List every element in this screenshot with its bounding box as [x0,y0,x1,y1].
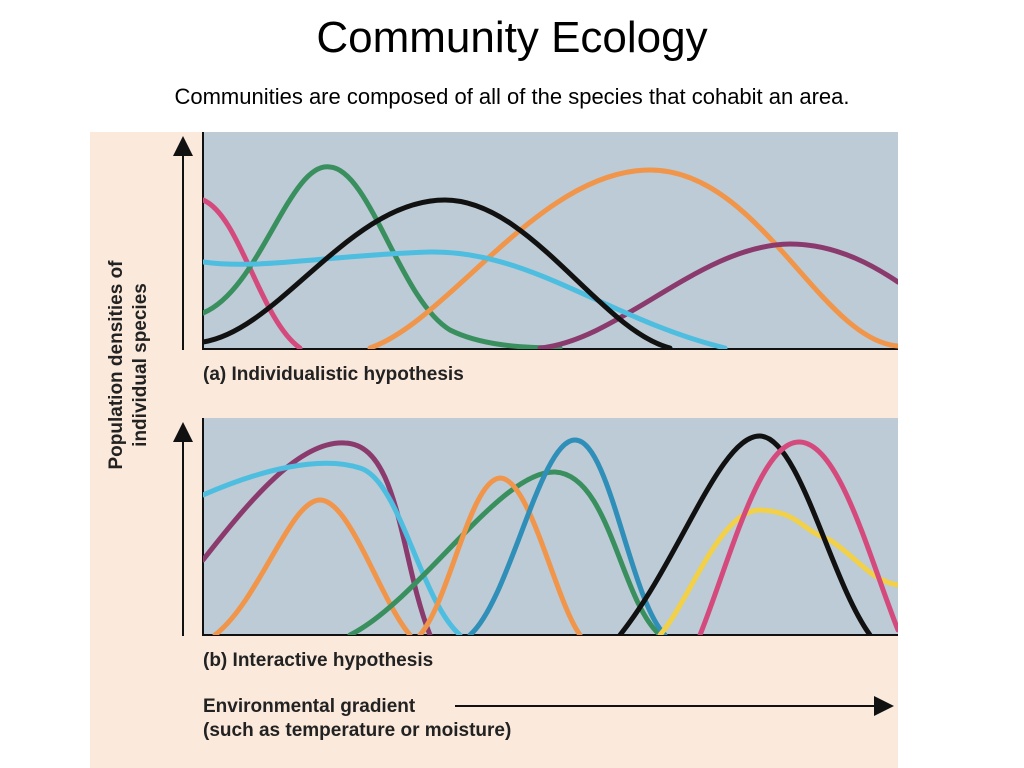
y-axis-label: individual species [130,283,151,447]
panel-b [203,418,898,635]
panel-a [203,132,898,349]
x-axis-label: Environmental gradient [203,696,416,717]
subtitle: Communities are composed of all of the s… [174,84,849,109]
title: Community Ecology [316,13,707,62]
curves-a [203,164,898,349]
x-axis-label: (such as temperature or moisture) [203,720,511,741]
panel-label: (a) Individualistic hypothesis [203,364,464,385]
y-axis-label: Population densities of [106,260,127,470]
curves-b [203,433,898,635]
panel-label: (b) Interactive hypothesis [203,650,433,671]
